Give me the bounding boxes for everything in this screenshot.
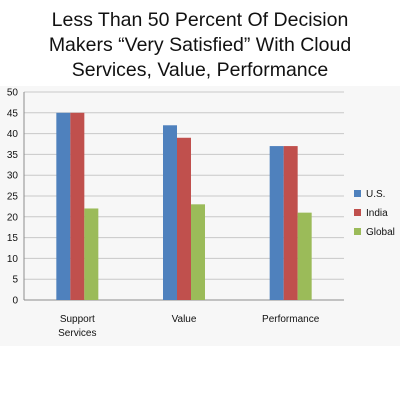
legend-swatch bbox=[354, 209, 361, 216]
y-tick-label: 25 bbox=[7, 192, 19, 203]
bar bbox=[177, 137, 191, 300]
bar bbox=[163, 125, 177, 300]
legend-label: Global bbox=[366, 227, 395, 238]
bar bbox=[269, 146, 284, 300]
y-tick-label: 20 bbox=[7, 212, 19, 223]
y-tick-label: 40 bbox=[7, 129, 19, 140]
y-tick-label: 45 bbox=[7, 108, 19, 119]
legend-label: U.S. bbox=[366, 189, 385, 200]
chart-title-line: Makers “Very Satisfied” With Cloud bbox=[48, 34, 352, 56]
x-category-label: Performance bbox=[262, 314, 320, 325]
chart-title: Less Than 50 Percent Of Decision Makers … bbox=[0, 8, 400, 83]
legend-swatch bbox=[354, 228, 361, 235]
x-category-label: Services bbox=[58, 328, 96, 339]
bar bbox=[70, 112, 85, 300]
bar bbox=[191, 204, 205, 300]
legend-label: India bbox=[366, 208, 388, 219]
x-category-label: Support bbox=[60, 314, 95, 325]
y-tick-label: 10 bbox=[7, 254, 19, 265]
chart-title-line: Less Than 50 Percent Of Decision bbox=[51, 9, 349, 31]
bar bbox=[283, 146, 298, 300]
legend-swatch bbox=[354, 190, 361, 197]
y-tick-label: 30 bbox=[7, 171, 19, 182]
y-tick-label: 5 bbox=[12, 275, 18, 286]
y-tick-label: 0 bbox=[12, 296, 18, 307]
bar bbox=[56, 112, 71, 300]
y-tick-label: 15 bbox=[7, 233, 19, 244]
chart-title-line: Services, Value, Performance bbox=[71, 59, 329, 81]
bar bbox=[84, 208, 99, 300]
x-category-label: Value bbox=[172, 314, 197, 325]
bar bbox=[297, 212, 312, 300]
y-tick-label: 35 bbox=[7, 150, 19, 161]
y-tick-label: 50 bbox=[7, 88, 19, 99]
